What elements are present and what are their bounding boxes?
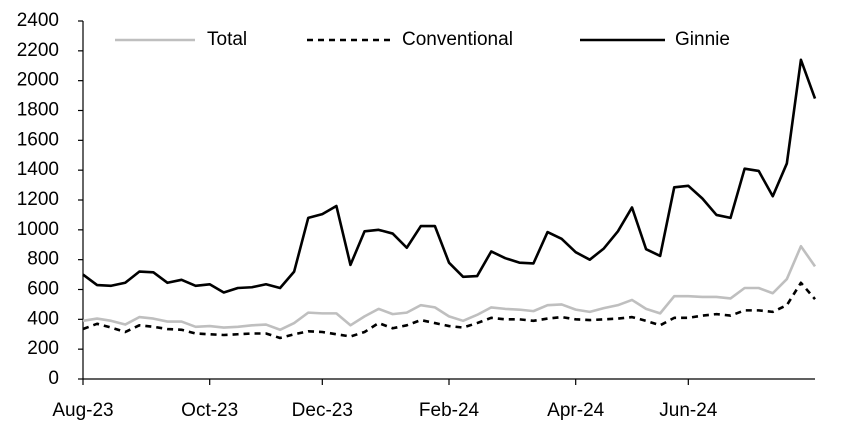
- y-tick-label: 400: [27, 308, 59, 329]
- y-tick-label: 1200: [17, 189, 59, 210]
- y-tick-label: 2000: [17, 70, 59, 91]
- y-tick-label: 2200: [17, 40, 59, 61]
- y-tick-label: 0: [48, 368, 59, 389]
- series-line: [82, 58, 817, 294]
- x-tick-label: Dec-23: [292, 400, 353, 421]
- legend-label: Conventional: [402, 29, 513, 50]
- y-tick-label: 1800: [17, 100, 59, 121]
- y-tick-label: 2400: [17, 10, 59, 31]
- series-line: [82, 281, 816, 340]
- legend-label: Total: [207, 29, 247, 50]
- x-tick-label: Jun-24: [659, 400, 718, 421]
- y-tick-label: 800: [27, 249, 59, 270]
- y-tick-label: 200: [27, 338, 59, 359]
- x-tick-label: Feb-24: [419, 400, 480, 421]
- x-tick-label: Oct-23: [181, 400, 238, 421]
- series-line: [82, 244, 817, 332]
- y-tick-label: 1400: [17, 159, 59, 180]
- y-tick-label: 600: [27, 279, 59, 300]
- x-tick-label: Aug-23: [52, 400, 113, 421]
- x-tick-label: Apr-24: [547, 400, 604, 421]
- y-tick-label: 1000: [17, 219, 59, 240]
- y-tick-label: 1600: [17, 129, 59, 150]
- legend-label: Ginnie: [675, 29, 730, 50]
